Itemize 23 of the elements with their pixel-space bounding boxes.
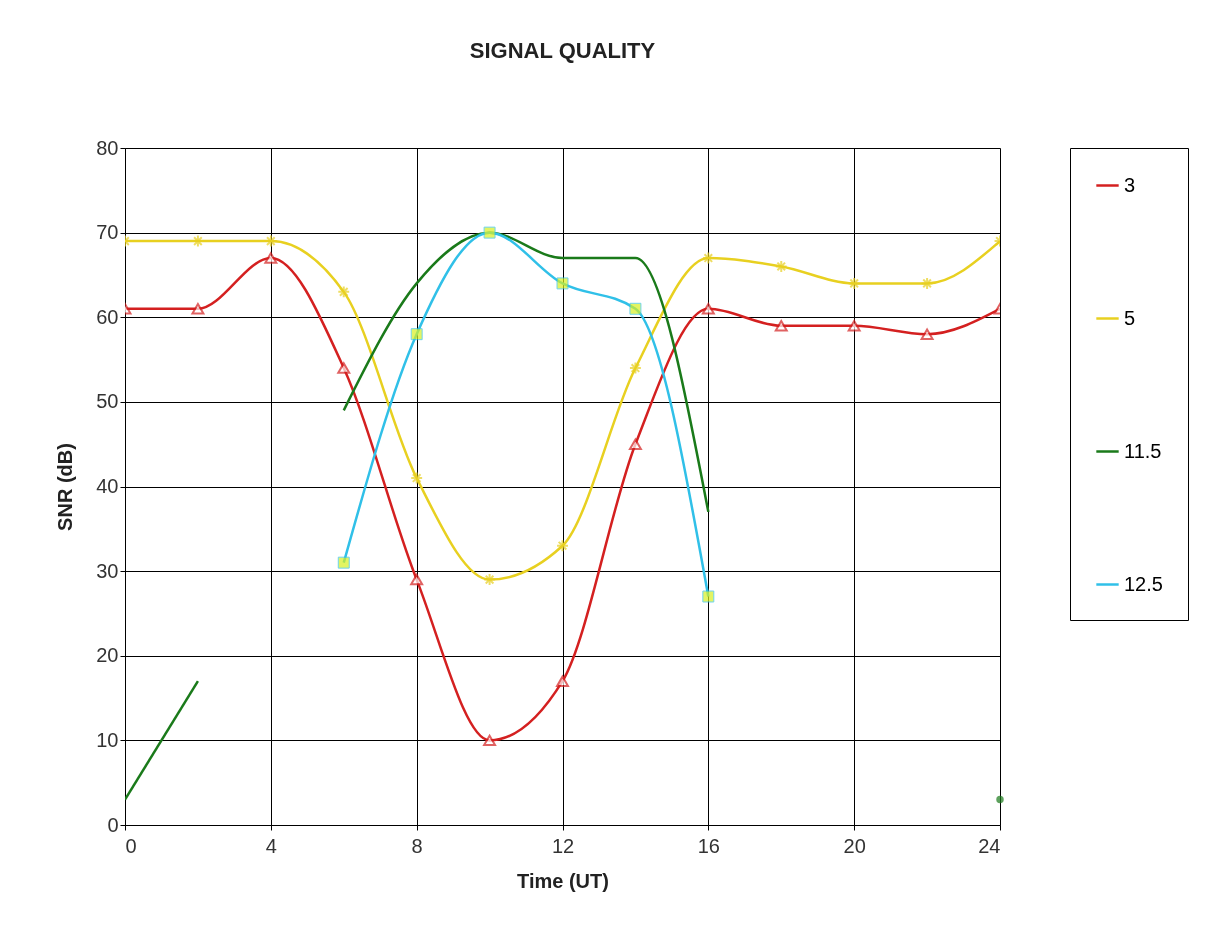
legend-label: 3 [1124, 173, 1136, 196]
x-tick-label: 20 [843, 834, 866, 857]
x-tick-label: 24 [978, 834, 1001, 857]
y-tick-label: 70 [96, 221, 119, 244]
y-tick-label: 40 [96, 475, 119, 497]
y-axis-title: SNR (dB) [54, 443, 77, 531]
legend-label: 12.5 [1124, 572, 1163, 595]
legend-label: 11.5 [1124, 439, 1162, 462]
y-tick-label: 30 [96, 559, 119, 582]
x-tick-label: 4 [265, 834, 277, 857]
y-tick-label: 20 [96, 644, 119, 667]
y-tick-label: 0 [107, 813, 119, 836]
x-tick-label: 16 [697, 834, 720, 857]
y-tick-label: 80 [96, 136, 119, 159]
x-tick-label: 8 [411, 834, 423, 857]
y-tick-label: 10 [96, 728, 119, 751]
legend-label: 5 [1124, 306, 1136, 329]
x-axis-title: Time (UT) [517, 869, 609, 892]
y-tick-label: 50 [96, 390, 119, 413]
x-tick-label: 0 [125, 834, 137, 857]
chart-title: SIGNAL QUALITY [469, 38, 656, 63]
y-tick-label: 60 [96, 305, 119, 328]
x-tick-label: 12 [551, 834, 575, 857]
